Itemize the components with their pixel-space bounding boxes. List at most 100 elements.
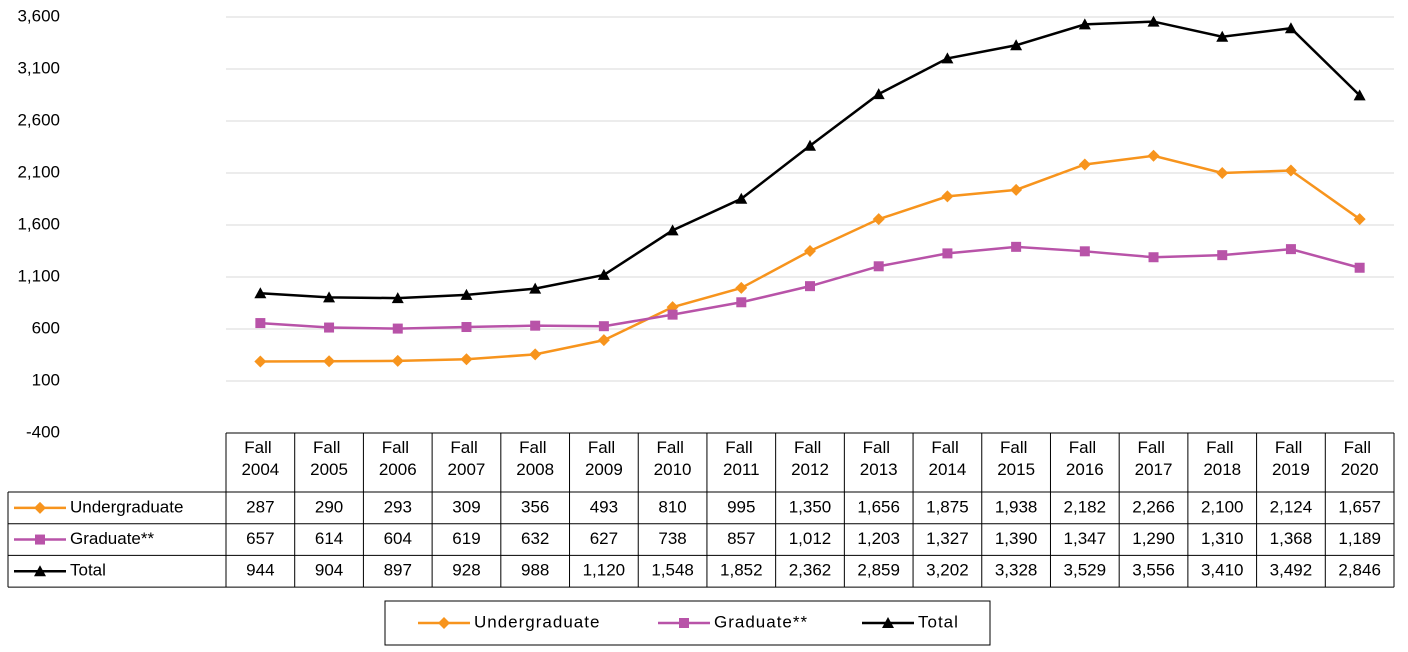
marker xyxy=(804,139,816,151)
marker xyxy=(460,353,473,366)
marker xyxy=(255,318,266,329)
marker xyxy=(1354,262,1365,273)
marker xyxy=(805,281,815,292)
marker xyxy=(460,288,473,300)
x-tick-label: Fall 2016 xyxy=(1066,438,1104,479)
marker xyxy=(1284,22,1297,34)
table-cell: 3,529 xyxy=(1064,561,1107,580)
marker xyxy=(736,297,747,308)
legend-label: Undergraduate xyxy=(474,612,600,631)
marker xyxy=(1284,164,1297,177)
x-tick-label: Fall 2017 xyxy=(1135,438,1173,479)
marker xyxy=(679,618,689,628)
table-cell: 293 xyxy=(384,497,412,516)
table-cell: 2,266 xyxy=(1132,497,1175,516)
y-tick-label: 2,100 xyxy=(17,162,60,181)
marker xyxy=(1147,149,1160,162)
table-cell: 995 xyxy=(727,497,755,516)
y-tick-label: 3,600 xyxy=(17,6,60,25)
y-tick-label: 1,600 xyxy=(17,214,60,233)
table-cell: 290 xyxy=(315,497,343,516)
y-tick-label: 2,600 xyxy=(17,110,60,129)
table-cell: 356 xyxy=(521,497,549,516)
table-cell: 1,875 xyxy=(926,497,969,516)
marker xyxy=(735,192,748,204)
marker xyxy=(391,354,404,367)
marker xyxy=(1217,250,1228,261)
marker xyxy=(1148,252,1159,263)
marker xyxy=(597,268,610,280)
table-cell: 1,852 xyxy=(720,561,763,580)
marker xyxy=(872,213,885,226)
marker xyxy=(1147,15,1160,27)
table-cell: 1,657 xyxy=(1338,497,1381,516)
table-cell: 897 xyxy=(384,561,412,580)
marker xyxy=(34,501,46,514)
marker xyxy=(1011,241,1022,252)
x-tick-label: Fall 2015 xyxy=(997,438,1035,479)
x-tick-label: Fall 2020 xyxy=(1341,438,1379,479)
marker xyxy=(529,348,542,361)
marker xyxy=(1353,89,1366,101)
table-cell: 2,182 xyxy=(1064,497,1107,516)
marker xyxy=(598,321,609,332)
table-cell: 1,350 xyxy=(789,497,832,516)
table-cell: 738 xyxy=(658,529,686,548)
x-tick-label: Fall 2014 xyxy=(928,438,966,479)
marker xyxy=(254,355,267,368)
marker xyxy=(438,617,450,629)
x-tick-label: Fall 2019 xyxy=(1272,438,1310,479)
table-cell: 3,556 xyxy=(1132,561,1175,580)
marker xyxy=(1216,167,1229,179)
table-cell: 309 xyxy=(452,497,480,516)
table-cell: 1,390 xyxy=(995,529,1038,548)
marker xyxy=(1078,158,1091,171)
x-tick-label: Fall 2007 xyxy=(448,438,486,479)
marker xyxy=(34,565,46,577)
table-cell: 857 xyxy=(727,529,755,548)
marker xyxy=(392,323,403,334)
table-cell: 1,310 xyxy=(1201,529,1244,548)
marker xyxy=(804,245,816,257)
table-cell: 1,189 xyxy=(1338,529,1381,548)
table-cell: 904 xyxy=(315,561,343,580)
marker xyxy=(1010,39,1023,51)
marker xyxy=(323,355,336,368)
marker xyxy=(872,88,885,100)
table-cell: 3,328 xyxy=(995,561,1038,580)
x-tick-label: Fall 2006 xyxy=(379,438,417,479)
table-cell: 657 xyxy=(246,529,274,548)
marker xyxy=(667,309,678,320)
marker xyxy=(1010,183,1023,196)
marker xyxy=(391,292,404,304)
table-cell: 1,120 xyxy=(583,561,626,580)
x-tick-label: Fall 2013 xyxy=(860,438,898,479)
table-cell: 928 xyxy=(452,561,480,580)
marker xyxy=(323,291,336,303)
x-tick-label: Fall 2008 xyxy=(516,438,554,479)
table-cell: 1,203 xyxy=(857,529,900,548)
table-cell: 810 xyxy=(658,497,686,516)
table-cell: 988 xyxy=(521,561,549,580)
y-tick-label: 1,100 xyxy=(17,266,60,285)
table-cell: 1,012 xyxy=(789,529,832,548)
row-label: Undergraduate xyxy=(70,497,183,516)
x-tick-label: Fall 2005 xyxy=(310,438,348,479)
table-cell: 1,290 xyxy=(1132,529,1175,548)
table-cell: 1,938 xyxy=(995,497,1038,516)
table-cell: 1,327 xyxy=(926,529,969,548)
legend-label: Total xyxy=(918,612,959,631)
marker xyxy=(941,190,954,203)
marker xyxy=(35,534,45,545)
table-cell: 2,362 xyxy=(789,561,832,580)
table-cell: 3,202 xyxy=(926,561,969,580)
marker xyxy=(324,322,335,333)
table-cell: 3,492 xyxy=(1270,561,1313,580)
table-cell: 619 xyxy=(452,529,480,548)
table-cell: 1,548 xyxy=(651,561,694,580)
x-tick-label: Fall 2018 xyxy=(1203,438,1241,479)
y-tick-label: -400 xyxy=(26,422,60,441)
x-tick-label: Fall 2010 xyxy=(654,438,692,479)
y-tick-label: 3,100 xyxy=(17,58,60,77)
